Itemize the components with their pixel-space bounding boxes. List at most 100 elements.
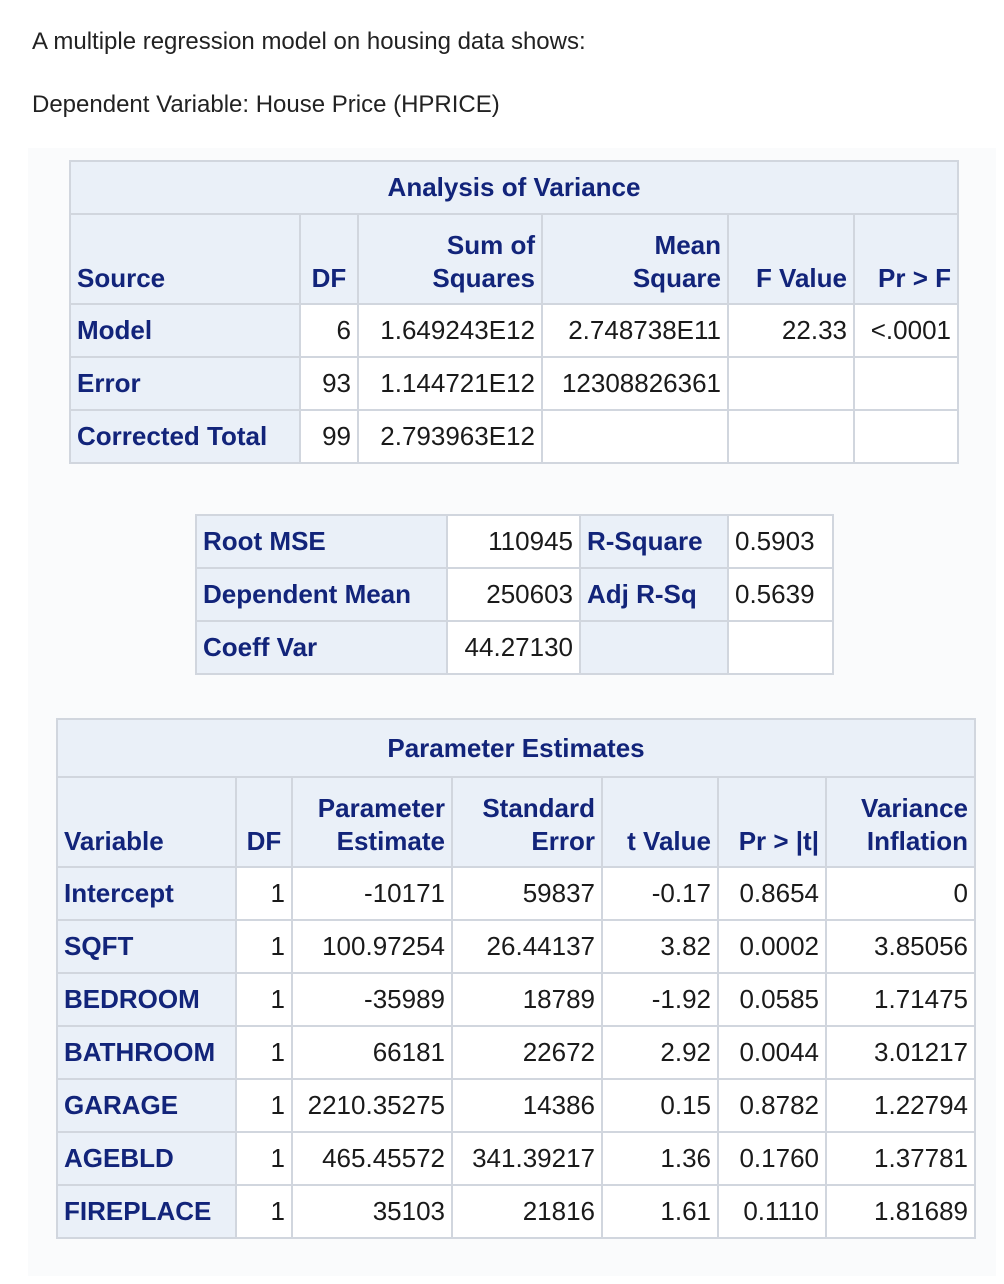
t-value: 3.82	[601, 919, 719, 974]
estimate-value: 66181	[291, 1025, 453, 1080]
table-row: Error 93 1.144721E12 12308826361	[69, 356, 959, 411]
header-source: Source	[69, 213, 301, 305]
fit-label	[579, 620, 729, 675]
ms-value	[541, 409, 729, 464]
estimate-value: 100.97254	[291, 919, 453, 974]
header-variable: Variable	[56, 776, 237, 868]
fit-label: R-Square	[579, 514, 729, 569]
fit-statistics-table: Root MSE 110945 R-Square 0.5903 Dependen…	[195, 514, 834, 675]
df-value: 1	[235, 972, 293, 1027]
vif-value: 1.37781	[824, 1131, 977, 1186]
standard-error-value: 341.39217	[451, 1131, 603, 1186]
df-value: 93	[299, 356, 359, 411]
df-value: 1	[235, 1184, 293, 1239]
standard-error-value: 59837	[451, 866, 603, 921]
standard-error-value: 22672	[451, 1025, 603, 1080]
table-row: AGEBLD 1 465.45572 341.39217 1.36 0.1760 1.377…	[56, 1131, 977, 1186]
t-value: 0.15	[601, 1078, 719, 1133]
header-t-value: t Value	[601, 776, 719, 868]
standard-error-value: 26.44137	[451, 919, 603, 974]
estimate-value: -10171	[291, 866, 453, 921]
intro-text: A multiple regression model on housing d…	[32, 28, 586, 55]
fit-value	[727, 620, 834, 675]
vif-value: 1.81689	[824, 1184, 977, 1239]
dependent-variable-text: Dependent Variable: House Price (HPRICE)	[32, 91, 500, 118]
table-row: BATHROOM 1 66181 22672 2.92 0.0044 3.01217	[56, 1025, 977, 1080]
estimate-value: 2210.35275	[291, 1078, 453, 1133]
p-value	[853, 356, 959, 411]
p-value	[853, 409, 959, 464]
vif-value: 3.85056	[824, 919, 977, 974]
fit-value: 0.5903	[727, 514, 834, 569]
estimate-value: 35103	[291, 1184, 453, 1239]
table-row: Intercept 1 -10171 59837 -0.17 0.8654 0	[56, 866, 977, 921]
parameter-estimates-table: Parameter Estimates Variable DF Paramete…	[55, 718, 977, 1239]
header-pr-t: Pr > |t|	[717, 776, 827, 868]
source-label: Model	[69, 303, 301, 358]
variable-label: SQFT	[56, 919, 237, 974]
df-value: 1	[235, 919, 293, 974]
estimate-value: -35989	[291, 972, 453, 1027]
table-row: Dependent Mean 250603 Adj R-Sq 0.5639	[195, 567, 834, 622]
header-df: DF	[235, 776, 293, 868]
p-value: 0.0002	[717, 919, 827, 974]
variable-label: AGEBLD	[56, 1131, 237, 1186]
fit-label: Adj R-Sq	[579, 567, 729, 622]
variable-label: GARAGE	[56, 1078, 237, 1133]
table-row: BEDROOM 1 -35989 18789 -1.92 0.0585 1.71475	[56, 972, 977, 1027]
p-value: 0.8654	[717, 866, 827, 921]
header-sum-of-squares: Sum of Squares	[357, 213, 543, 305]
df-value: 1	[235, 1078, 293, 1133]
t-value: -1.92	[601, 972, 719, 1027]
df-value: 1	[235, 1131, 293, 1186]
ss-value: 2.793963E12	[357, 409, 543, 464]
vif-value: 1.22794	[824, 1078, 977, 1133]
vif-value: 3.01217	[824, 1025, 977, 1080]
table-row: Model 6 1.649243E12 2.748738E11 22.33 <.…	[69, 303, 959, 358]
p-value: <.0001	[853, 303, 959, 358]
table-row: FIREPLACE 1 35103 21816 1.61 0.1110 1.81689	[56, 1184, 977, 1239]
p-value: 0.0044	[717, 1025, 827, 1080]
ms-value: 12308826361	[541, 356, 729, 411]
ss-value: 1.649243E12	[357, 303, 543, 358]
estimate-value: 465.45572	[291, 1131, 453, 1186]
parameter-estimates-title: Parameter Estimates	[55, 718, 977, 778]
table-row: Root MSE 110945 R-Square 0.5903	[195, 514, 834, 569]
standard-error-value: 18789	[451, 972, 603, 1027]
table-row: Coeff Var 44.27130	[195, 620, 834, 675]
header-mean-square: Mean Square	[541, 213, 729, 305]
vif-value: 0	[824, 866, 977, 921]
fit-value: 250603	[446, 567, 581, 622]
f-value: 22.33	[727, 303, 855, 358]
header-standard-error: Standard Error	[451, 776, 603, 868]
table-row: Corrected Total 99 2.793963E12	[69, 409, 959, 464]
standard-error-value: 14386	[451, 1078, 603, 1133]
f-value	[727, 356, 855, 411]
fit-value: 110945	[446, 514, 581, 569]
vif-value: 1.71475	[824, 972, 977, 1027]
standard-error-value: 21816	[451, 1184, 603, 1239]
table-row: SQFT 1 100.97254 26.44137 3.82 0.0002 3.85056	[56, 919, 977, 974]
fit-label: Coeff Var	[195, 620, 448, 675]
table-row: GARAGE 1 2210.35275 14386 0.15 0.8782 1.22794	[56, 1078, 977, 1133]
variable-label: BEDROOM	[56, 972, 237, 1027]
ms-value: 2.748738E11	[541, 303, 729, 358]
t-value: 1.61	[601, 1184, 719, 1239]
fit-label: Root MSE	[195, 514, 448, 569]
variable-label: Intercept	[56, 866, 237, 921]
fit-value: 44.27130	[446, 620, 581, 675]
source-label: Error	[69, 356, 301, 411]
p-value: 0.0585	[717, 972, 827, 1027]
variable-label: FIREPLACE	[56, 1184, 237, 1239]
p-value: 0.1760	[717, 1131, 827, 1186]
df-value: 99	[299, 409, 359, 464]
source-label: Corrected Total	[69, 409, 301, 464]
variable-label: BATHROOM	[56, 1025, 237, 1080]
ss-value: 1.144721E12	[357, 356, 543, 411]
header-parameter-estimate: Parameter Estimate	[291, 776, 453, 868]
anova-table: Analysis of Variance Source DF Sum of Squ…	[69, 160, 959, 464]
header-f-value: F Value	[727, 213, 855, 305]
t-value: 2.92	[601, 1025, 719, 1080]
df-value: 1	[235, 866, 293, 921]
header-variance-inflation: Variance Inflation	[824, 776, 977, 868]
